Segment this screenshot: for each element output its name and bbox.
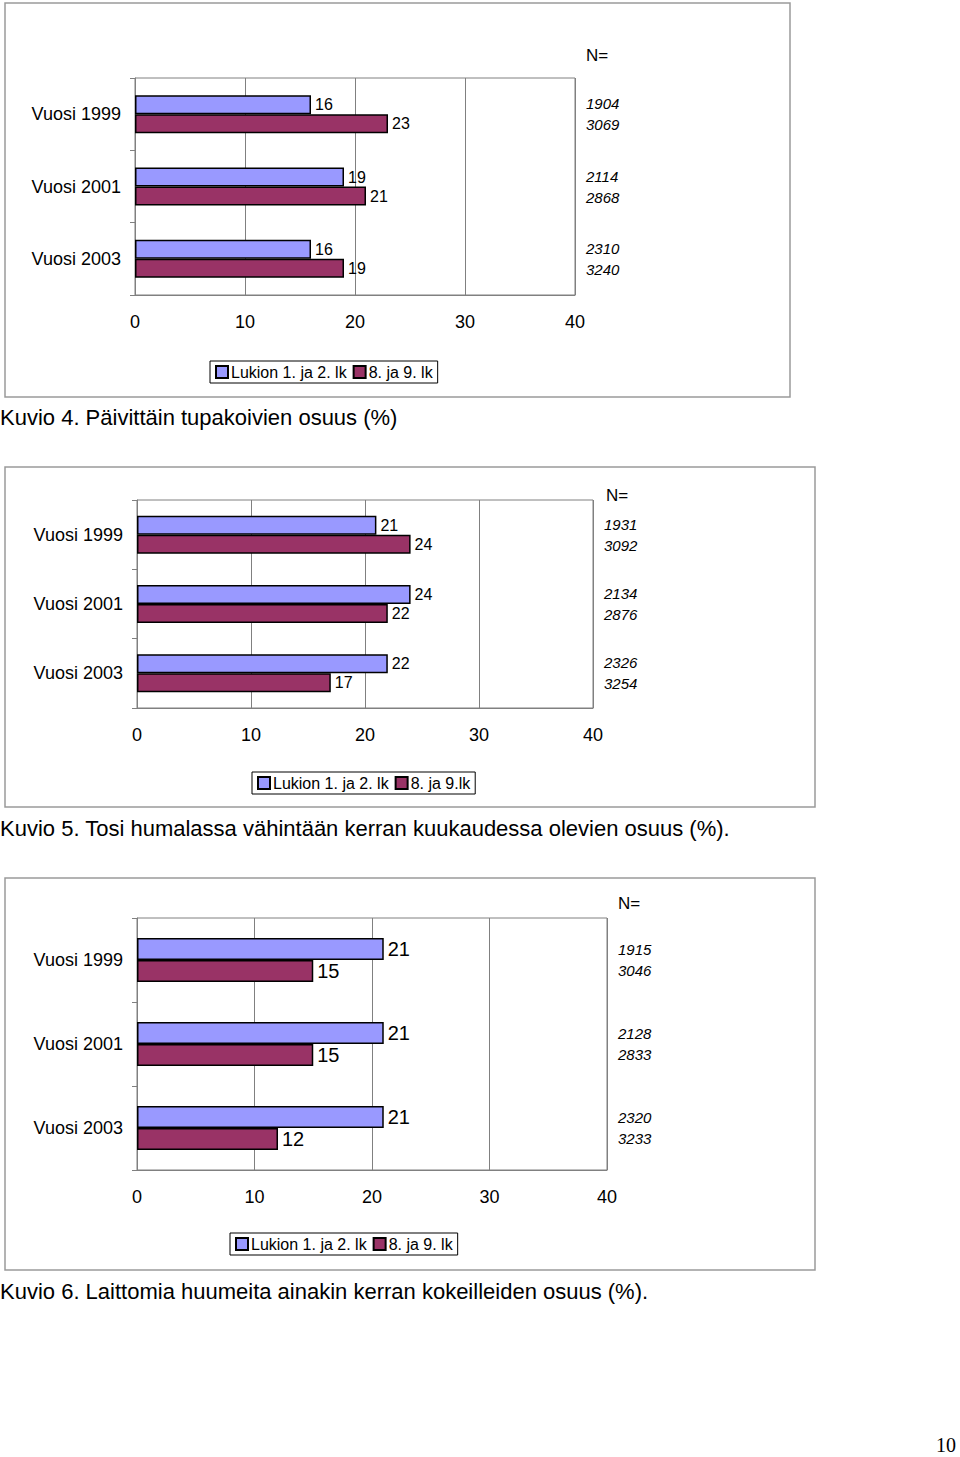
- svg-text:Vuosi 1999: Vuosi 1999: [32, 104, 121, 124]
- svg-text:Vuosi 1999: Vuosi 1999: [34, 525, 123, 545]
- svg-text:8. ja 9. lk: 8. ja 9. lk: [389, 1236, 454, 1253]
- svg-text:2868: 2868: [585, 189, 620, 206]
- svg-text:8. ja 9.lk: 8. ja 9.lk: [411, 775, 472, 792]
- svg-text:21: 21: [388, 938, 410, 960]
- svg-text:40: 40: [583, 725, 603, 745]
- svg-text:21: 21: [388, 1106, 410, 1128]
- svg-text:1931: 1931: [604, 516, 637, 533]
- svg-text:3092: 3092: [604, 537, 638, 554]
- svg-text:0: 0: [132, 1187, 142, 1207]
- svg-text:Kuvio 5. Tosi humalassa vähint: Kuvio 5. Tosi humalassa vähintään kerran…: [0, 816, 730, 841]
- svg-text:22: 22: [392, 605, 410, 622]
- svg-text:21: 21: [370, 188, 388, 205]
- svg-text:3069: 3069: [586, 116, 620, 133]
- svg-text:2114: 2114: [585, 168, 618, 185]
- svg-text:Vuosi 1999: Vuosi 1999: [34, 950, 123, 970]
- svg-text:Lukion 1. ja 2. lk: Lukion 1. ja 2. lk: [231, 364, 348, 381]
- svg-text:3046: 3046: [618, 962, 652, 979]
- svg-text:24: 24: [415, 536, 433, 553]
- svg-text:22: 22: [392, 655, 410, 672]
- svg-text:20: 20: [345, 312, 365, 332]
- svg-text:10: 10: [244, 1187, 264, 1207]
- svg-text:20: 20: [362, 1187, 382, 1207]
- svg-text:Vuosi 2003: Vuosi 2003: [34, 1118, 123, 1138]
- svg-text:N=: N=: [618, 894, 640, 913]
- svg-text:23: 23: [392, 115, 410, 132]
- svg-text:0: 0: [130, 312, 140, 332]
- svg-text:16: 16: [315, 241, 333, 258]
- svg-text:Vuosi 2003: Vuosi 2003: [34, 663, 123, 683]
- svg-text:Lukion 1. ja 2. lk: Lukion 1. ja 2. lk: [273, 775, 390, 792]
- svg-text:N=: N=: [606, 486, 628, 505]
- html-text:10: 10: [936, 1434, 956, 1456]
- svg-text:16: 16: [315, 96, 333, 113]
- svg-text:15: 15: [317, 1044, 339, 1066]
- svg-text:12: 12: [282, 1128, 304, 1150]
- svg-text:Vuosi 2001: Vuosi 2001: [32, 177, 121, 197]
- svg-text:30: 30: [479, 1187, 499, 1207]
- svg-text:2833: 2833: [617, 1046, 652, 1063]
- svg-text:40: 40: [597, 1187, 617, 1207]
- svg-text:Kuvio 6. Laittomia huumeita ai: Kuvio 6. Laittomia huumeita ainakin kerr…: [0, 1279, 648, 1304]
- svg-text:1915: 1915: [618, 941, 652, 958]
- svg-text:3240: 3240: [586, 261, 620, 278]
- svg-text:8. ja 9. lk: 8. ja 9. lk: [369, 364, 434, 381]
- svg-text:2310: 2310: [585, 240, 620, 257]
- svg-text:Vuosi 2003: Vuosi 2003: [32, 249, 121, 269]
- svg-text:3233: 3233: [618, 1130, 652, 1147]
- svg-text:3254: 3254: [604, 675, 637, 692]
- svg-text:30: 30: [469, 725, 489, 745]
- svg-text:20: 20: [355, 725, 375, 745]
- svg-text:10: 10: [241, 725, 261, 745]
- svg-text:0: 0: [132, 725, 142, 745]
- svg-text:Kuvio 4. Päivittäin tupakoivie: Kuvio 4. Päivittäin tupakoivien osuus (%…: [0, 405, 397, 430]
- svg-text:Vuosi 2001: Vuosi 2001: [34, 594, 123, 614]
- svg-text:2128: 2128: [617, 1025, 652, 1042]
- svg-text:15: 15: [317, 960, 339, 982]
- svg-text:1904: 1904: [586, 95, 619, 112]
- svg-text:N=: N=: [586, 46, 608, 65]
- svg-text:19: 19: [348, 169, 366, 186]
- svg-text:10: 10: [235, 312, 255, 332]
- svg-text:Vuosi 2001: Vuosi 2001: [34, 1034, 123, 1054]
- svg-text:19: 19: [348, 260, 366, 277]
- svg-text:2876: 2876: [603, 606, 638, 623]
- svg-text:24: 24: [415, 586, 433, 603]
- svg-text:21: 21: [380, 517, 398, 534]
- svg-text:40: 40: [565, 312, 585, 332]
- svg-text:2320: 2320: [617, 1109, 652, 1126]
- svg-text:2134: 2134: [603, 585, 637, 602]
- svg-text:17: 17: [335, 674, 353, 691]
- svg-text:2326: 2326: [603, 654, 638, 671]
- svg-text:Lukion 1. ja 2. lk: Lukion 1. ja 2. lk: [251, 1236, 368, 1253]
- svg-text:30: 30: [455, 312, 475, 332]
- svg-text:21: 21: [388, 1022, 410, 1044]
